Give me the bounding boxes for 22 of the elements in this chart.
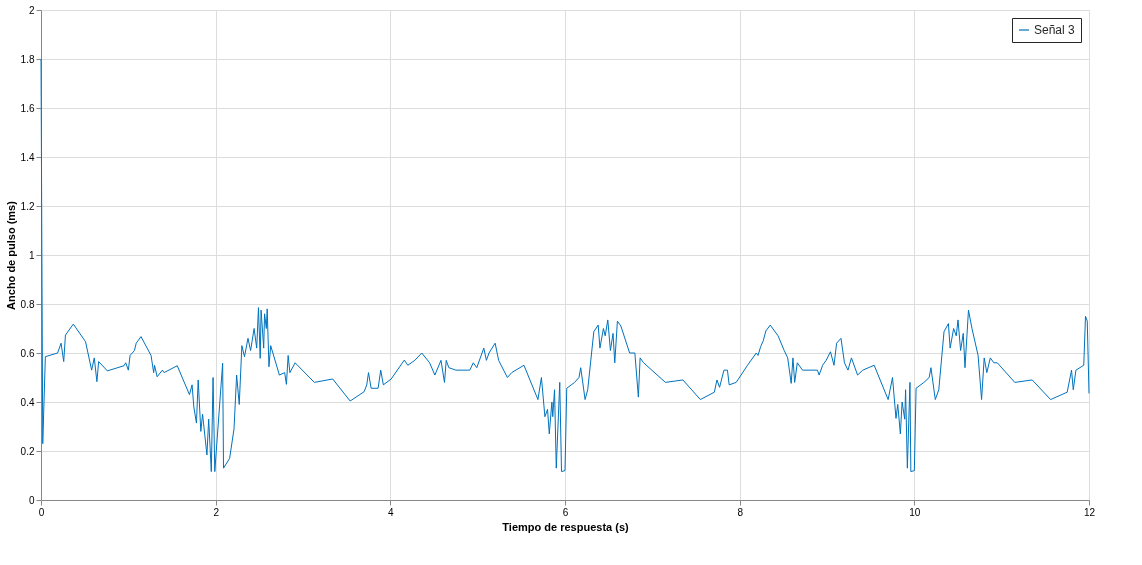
x-tick-label: 4 [388,506,395,518]
y-tick-label: 1.6 [20,102,35,114]
y-tick-label: 0.4 [20,396,35,408]
x-tick-label: 12 [1083,506,1096,518]
y-tick-label: 0.6 [20,347,35,359]
legend-label: Señal 3 [1034,23,1076,37]
y-axis-title: Ancho de pulso (ms) [4,200,17,310]
y-tick-label: 0.2 [20,445,35,457]
x-tick-label: 8 [737,506,744,518]
y-tick-label: 1.2 [20,200,35,212]
y-tick-label: 1 [28,249,35,261]
x-tick-label: 0 [38,506,45,518]
line-series [40,58,1090,473]
y-tick-label: 1.4 [20,151,35,163]
y-tick-label: 0.8 [20,298,35,310]
x-tick-label: 2 [213,506,220,518]
x-tick-label: 10 [909,506,921,518]
y-tick-label: 0 [28,494,35,506]
x-tick-label: 6 [562,506,569,518]
x-axis-title: Tiempo de respuesta (s) [502,520,629,533]
y-tick-label: 2 [28,4,35,16]
y-tick-label: 1.8 [20,53,35,65]
